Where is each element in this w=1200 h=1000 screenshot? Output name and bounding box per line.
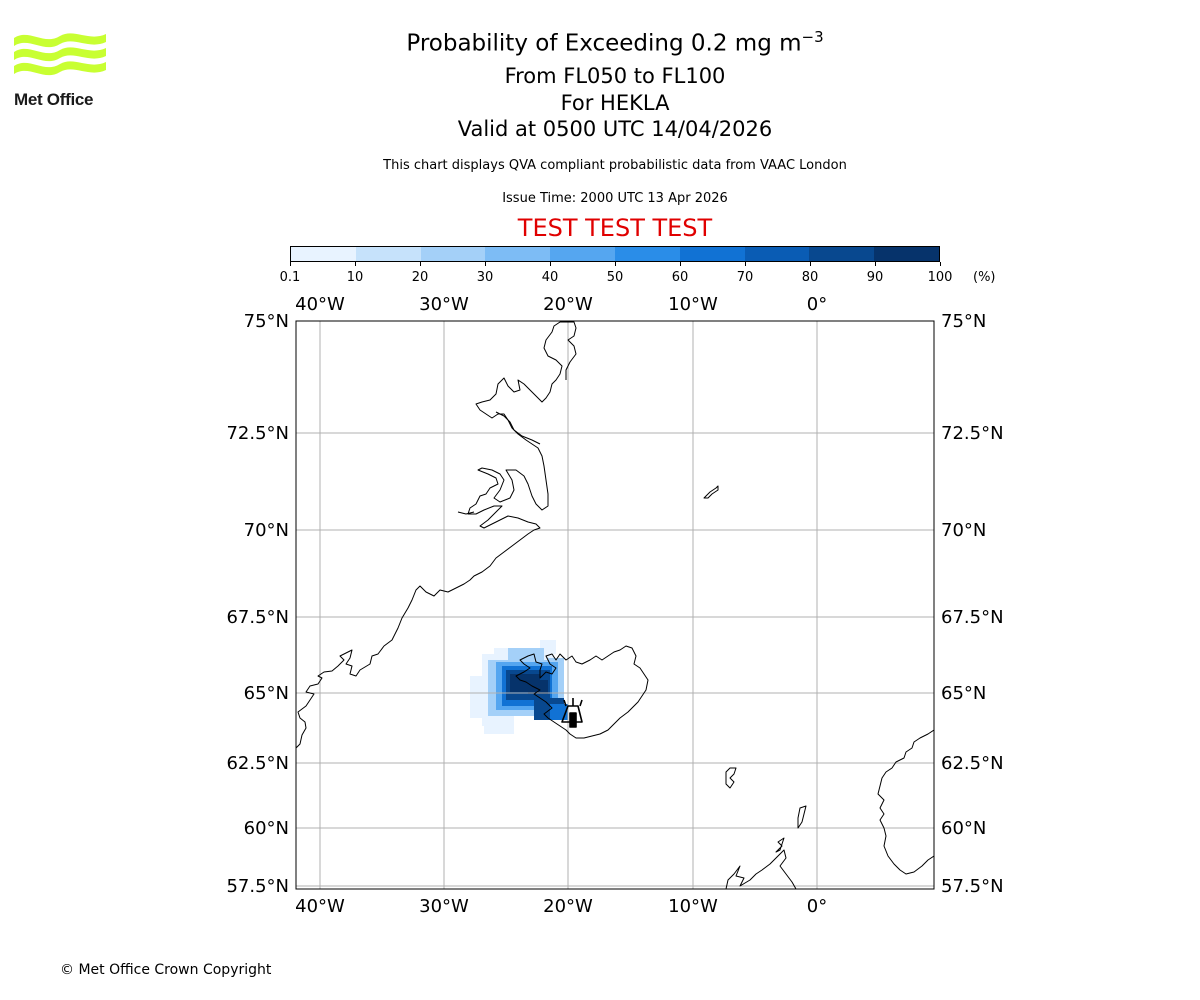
plume-cell [508, 648, 544, 664]
colorbar-unit: (%) [973, 270, 996, 285]
title-exponent: −3 [801, 28, 824, 46]
colorbar-label: 100 [927, 270, 953, 285]
title-valid-time: Valid at 0500 UTC 14/04/2026 [457, 117, 773, 141]
colorbar-tick [549, 262, 551, 266]
latitude-label: 67.5°N [941, 607, 1004, 628]
colorbar-tick [614, 262, 616, 266]
latitude-label: 70°N [244, 520, 289, 541]
map-frame [295, 320, 935, 890]
latitude-label: 72.5°N [941, 423, 1004, 444]
colorbar-segment [485, 247, 551, 261]
colorbar-segment [420, 247, 486, 261]
colorbar-label: 40 [541, 270, 559, 285]
volcano-marker-icon [561, 698, 583, 728]
colorbar-label: 50 [606, 270, 624, 285]
coastline-greenland [296, 321, 577, 749]
colorbar-segment [744, 247, 810, 261]
map-background [296, 321, 934, 889]
colorbar-label: 30 [476, 270, 494, 285]
colorbar-label: 10 [346, 270, 364, 285]
coastlines [296, 321, 934, 889]
colorbar-tick [939, 262, 941, 266]
title-line1: Probability of Exceeding 0.2 mg m [406, 30, 802, 57]
colorbar [290, 246, 940, 262]
colorbar-label: 20 [411, 270, 429, 285]
colorbar-tick [354, 262, 356, 266]
longitude-label: 10°W [668, 896, 718, 917]
copyright-notice: © Met Office Crown Copyright [60, 962, 272, 978]
latitude-label: 67.5°N [226, 607, 289, 628]
colorbar-segment [550, 247, 615, 261]
met-office-waves-icon [14, 33, 106, 76]
longitude-label: 10°W [668, 294, 718, 315]
longitude-label: 20°W [543, 896, 593, 917]
longitude-label: 30°W [419, 294, 469, 315]
longitude-label: 40°W [295, 896, 345, 917]
latitude-label: 65°N [941, 683, 986, 704]
latitude-label: 62.5°N [226, 753, 289, 774]
latitude-label: 57.5°N [226, 876, 289, 897]
title-flight-levels: From FL050 to FL100 [504, 64, 726, 88]
coastline-greenland-fjord [495, 411, 541, 445]
colorbar-segment [355, 247, 421, 261]
coastline-orkney [775, 837, 785, 853]
colorbar-label: 0.1 [279, 270, 301, 285]
colorbar-segment [874, 247, 939, 261]
latitude-label: 70°N [941, 520, 986, 541]
colorbar-label: 80 [801, 270, 819, 285]
colorbar-tick [874, 262, 876, 266]
colorbar-tick [289, 262, 291, 266]
colorbar-segment [291, 247, 356, 261]
plume-cell [528, 680, 548, 694]
met-office-logo: Met Office [14, 30, 106, 112]
test-banner: TEST TEST TEST [517, 214, 713, 242]
logo-text: Met Office [14, 90, 94, 109]
coastline-iceland [515, 645, 649, 739]
colorbar-tick [484, 262, 486, 266]
map-grid [296, 321, 934, 889]
chart-subtitle: This chart displays QVA compliant probab… [383, 158, 847, 173]
colorbar-tick [744, 262, 746, 266]
colorbar-segment [809, 247, 875, 261]
latitude-labels: 57.5°N 57.5°N 60°N 60°N 62.5°N 62.5°N 65°N 65°N… [226, 311, 1003, 897]
latitude-label: 72.5°N [226, 423, 289, 444]
chart-title: Probability of Exceeding 0.2 mg m−3 [215, 28, 1015, 57]
longitude-label: 0° [807, 294, 827, 315]
coastline-jan-mayen [703, 485, 719, 499]
colorbar-segment [614, 247, 680, 261]
latitude-label: 60°N [244, 818, 289, 839]
colorbar-segment [679, 247, 745, 261]
coastline-faroe [725, 767, 737, 789]
colorbar-label: 60 [671, 270, 689, 285]
issue-time: Issue Time: 2000 UTC 13 Apr 2026 [502, 191, 728, 206]
longitude-label: 0° [807, 896, 827, 917]
plume-cell [470, 676, 484, 718]
colorbar-tick [679, 262, 681, 266]
coastline-shetland [797, 805, 807, 829]
latitude-label: 60°N [941, 818, 986, 839]
latitude-label: 65°N [244, 683, 289, 704]
latitude-label: 75°N [941, 311, 986, 332]
colorbar-label: 90 [866, 270, 884, 285]
coastline-greenland-fjord-2 [457, 511, 475, 515]
longitude-label: 30°W [419, 896, 469, 917]
colorbar-tick [809, 262, 811, 266]
latitude-label: 62.5°N [941, 753, 1004, 774]
longitude-label: 40°W [295, 294, 345, 315]
coastline-norway [877, 729, 934, 875]
latitude-label: 57.5°N [941, 876, 1004, 897]
longitude-label: 20°W [543, 294, 593, 315]
colorbar-label: 70 [736, 270, 754, 285]
colorbar-tick [419, 262, 421, 266]
coastline-scotland [725, 849, 797, 889]
longitude-labels: 40°W 40°W 30°W 30°W 20°W 20°W 10°W 10°W 0° 0° [295, 294, 827, 917]
latitude-label: 75°N [244, 311, 289, 332]
title-volcano: For HEKLA [560, 91, 670, 115]
